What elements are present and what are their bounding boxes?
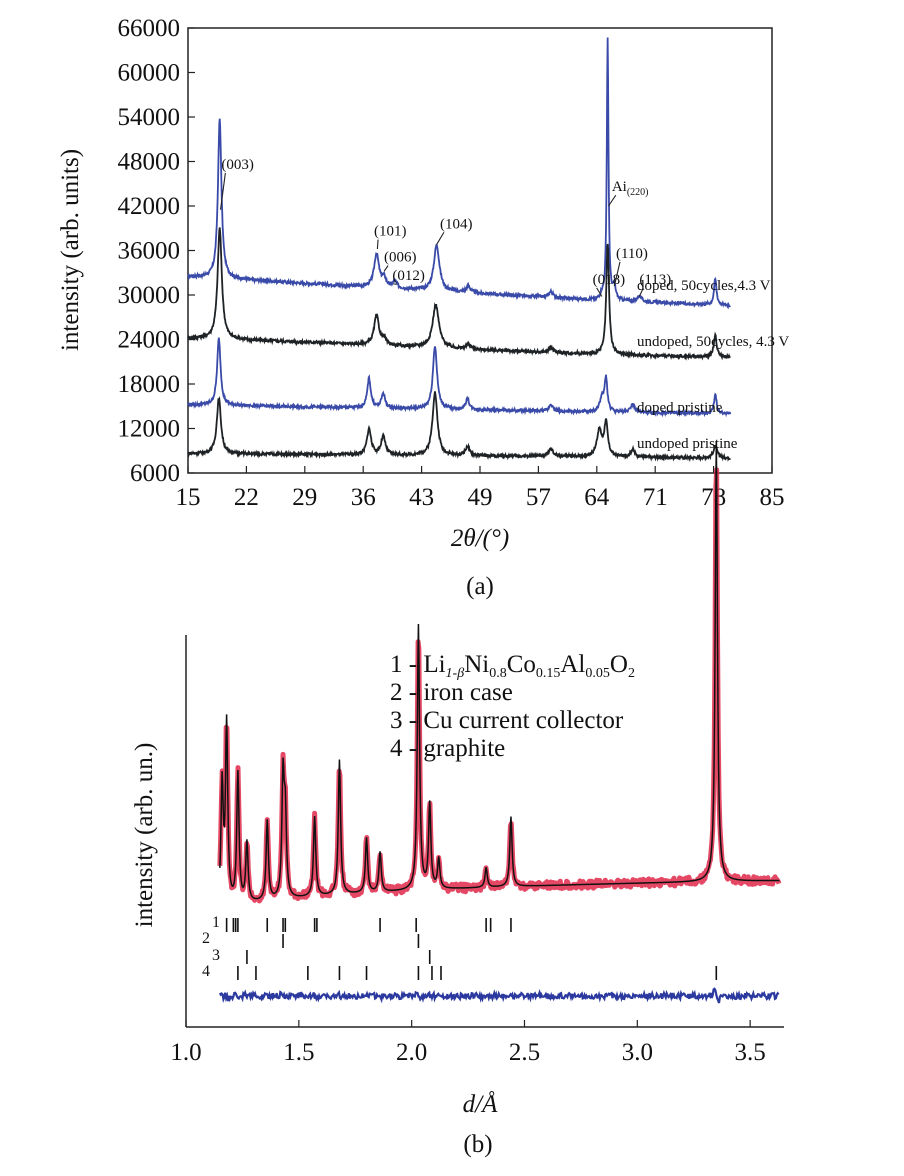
panel-a-ytick-label: 54000 [118, 104, 181, 131]
panel-b-phase-label: 3 [212, 947, 220, 964]
panel-a-xtick-label: 36 [351, 484, 376, 511]
panel-a-chart: 6000 12000 18000 24000 30000 36000 42000 48000 5… [57, 15, 789, 600]
panel-a-xtick-label: 29 [292, 484, 317, 511]
panel-a-peak-label: (101) [374, 224, 407, 240]
panel-a-curve-label: doped, 50cycles,4.3 V [637, 278, 771, 294]
panel-a-peak-label: (113) [639, 272, 671, 288]
panel-a-series-line [187, 37, 731, 310]
panel-a-peak-label: (006) [384, 250, 417, 266]
panel-a-series-line [187, 337, 732, 418]
panel-b-xtick-label: 3.0 [622, 1039, 653, 1066]
panel-a-ytick-label: 66000 [118, 15, 181, 42]
panel-b-ylabel: intensity (arb. un.) [131, 743, 158, 928]
panel-a-ytick-label: 18000 [118, 371, 181, 398]
panel-a-peak-label: (110) [616, 246, 648, 262]
panel-a-peak-arrow [219, 172, 226, 210]
panel-b-legend-entry: 4 - graphite [390, 735, 505, 762]
panel-a-ytick-label: 12000 [118, 416, 181, 443]
panel-b-xlabel: d/Å [463, 1091, 498, 1118]
panel-a-xtick-label: 71 [643, 484, 668, 511]
panel-b-calculated-pattern [219, 441, 780, 900]
panel-b-xtick-label: 2.0 [396, 1039, 427, 1066]
panel-a-xlabel: 2θ/(°) [451, 525, 509, 552]
panel-a-ytick-label: 48000 [118, 149, 181, 176]
panel-b-phase-label: 2 [202, 930, 210, 947]
panel-b-xtick-label: 3.5 [735, 1039, 766, 1066]
panel-a-xtick-label: 57 [526, 484, 551, 511]
panel-a-peak-arrow [383, 265, 389, 272]
panel-b-legend-entry: 2 - iron case [390, 679, 513, 706]
panel-a-ytick-label: 6000 [130, 460, 180, 487]
panel-a-peak-arrow [638, 287, 644, 297]
panel-b-legend-entry: 1 - Li1-βNi0.8Co0.15Al0.05O2 [390, 651, 635, 681]
panel-a-peak-label: (104) [440, 216, 473, 232]
panel-a-ylabel: intensity (arb. units) [57, 149, 84, 351]
panel-a-peak-arrow [596, 287, 603, 297]
panel-a-xtick-label: 64 [584, 484, 610, 511]
panel-a-xtick-label: 15 [176, 484, 201, 511]
panel-a-caption: (a) [466, 573, 494, 600]
panel-b-legend-entry: 3 - Cu current collector [390, 707, 624, 734]
panel-a-curve-label: undoped, 50cycles, 4.3 V [637, 334, 789, 350]
panel-b-difference-curve [218, 987, 780, 1004]
panel-b-xtick-label: 1.0 [170, 1039, 201, 1066]
panel-b-phase-label: 4 [202, 963, 210, 980]
panel-a-curve-label: doped pristine [637, 400, 723, 416]
panel-a-ytick-label: 60000 [118, 60, 181, 87]
panel-a-peak-label: Ai(220) [612, 179, 649, 198]
panel-a-series-line [187, 391, 731, 463]
panel-a-xtick-label: 22 [234, 484, 259, 511]
panel-a-xtick-label: 43 [409, 484, 434, 511]
panel-a-xtick-label: 85 [760, 484, 785, 511]
panel-b-xtick-label: 2.5 [509, 1039, 540, 1066]
panel-a-peak-arrow [376, 239, 379, 250]
panel-b-xtick-label: 1.5 [283, 1039, 314, 1066]
panel-a-ytick-label: 42000 [118, 193, 181, 220]
panel-a-series-line [187, 227, 731, 361]
panel-a-xtick-label: 49 [468, 484, 493, 511]
panel-a-ytick-label: 30000 [118, 282, 181, 309]
panel-a-peak-label: (003) [221, 157, 254, 173]
panel-a-ytick-label: 36000 [118, 238, 181, 265]
panel-a-peak-label: (018) [593, 272, 626, 288]
panel-b-caption: (b) [463, 1131, 492, 1158]
panel-b-phase-label: 1 [212, 914, 220, 931]
panel-a-ytick-label: 24000 [118, 327, 181, 354]
panel-a-peak-arrow [436, 231, 445, 245]
panel-a-peak-arrow [608, 194, 617, 207]
panel-a-peak-label: (012) [392, 268, 425, 284]
panel-a-curve-label: undoped pristine [637, 436, 738, 452]
panel-a-peak-arrow [613, 261, 621, 287]
